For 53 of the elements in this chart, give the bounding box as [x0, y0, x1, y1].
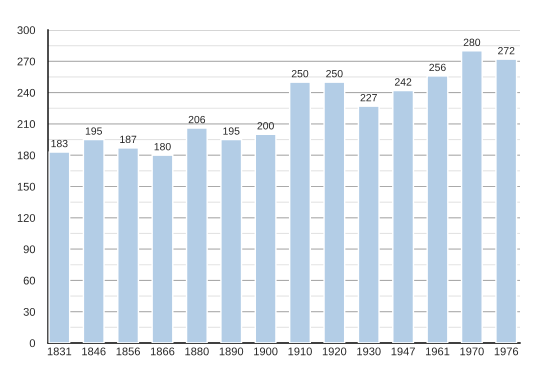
bar — [460, 50, 483, 343]
x-tick-label: 1910 — [288, 347, 312, 356]
data-label: 250 — [292, 70, 308, 78]
data-label: 272 — [498, 47, 514, 54]
bar — [220, 138, 242, 343]
data-label: 187 — [120, 136, 136, 144]
x-tick-label: 1930 — [357, 347, 381, 356]
bar — [151, 154, 174, 343]
data-label: 195 — [86, 127, 102, 135]
data-label: 206 — [188, 116, 206, 124]
x-tick-label: 1890 — [220, 347, 244, 356]
data-label: 242 — [394, 78, 412, 86]
data-label: 280 — [464, 38, 480, 46]
bar — [117, 147, 140, 343]
data-label: 195 — [223, 127, 240, 135]
y-tick-label: 270 — [18, 58, 36, 66]
y-tick-label: 300 — [17, 26, 36, 34]
x-tick-label: 1866 — [150, 347, 174, 356]
y-tick-label: 150 — [18, 182, 36, 191]
y-tick-label: 210 — [18, 120, 36, 128]
y-tick-label: 240 — [18, 88, 36, 97]
y-tick-label: 60 — [24, 276, 36, 285]
y-tick-label: 30 — [24, 308, 36, 316]
y-tick-label: 0 — [30, 339, 36, 348]
x-tick-label: 1900 — [254, 347, 278, 356]
bar — [495, 58, 518, 343]
bar — [392, 90, 414, 343]
bar — [186, 127, 208, 343]
y-tick-label: 90 — [24, 245, 36, 254]
data-label: 250 — [326, 70, 343, 78]
x-tick-label: 1846 — [82, 347, 106, 356]
x-tick-label: 1831 — [48, 347, 72, 356]
bar — [323, 81, 346, 343]
data-label: 227 — [360, 94, 377, 102]
bar — [254, 134, 277, 343]
bar — [48, 151, 70, 343]
x-tick-label: 1920 — [322, 347, 346, 356]
data-label: 183 — [51, 140, 68, 148]
bar — [426, 75, 449, 343]
x-tick-label: 1976 — [494, 347, 518, 356]
y-tick-label: 180 — [18, 151, 36, 160]
data-label: 256 — [429, 64, 446, 72]
x-tick-label: 1880 — [185, 347, 209, 356]
data-label: 200 — [257, 122, 274, 130]
x-tick-label: 1970 — [460, 347, 484, 356]
y-tick-label: 120 — [18, 214, 36, 222]
bar — [358, 105, 380, 343]
x-tick-label: 1856 — [116, 347, 140, 356]
bar — [288, 81, 311, 343]
x-tick-label: 1947 — [392, 347, 415, 356]
bar — [82, 138, 105, 343]
x-tick-label: 1961 — [426, 347, 450, 356]
data-label: 180 — [154, 142, 171, 150]
